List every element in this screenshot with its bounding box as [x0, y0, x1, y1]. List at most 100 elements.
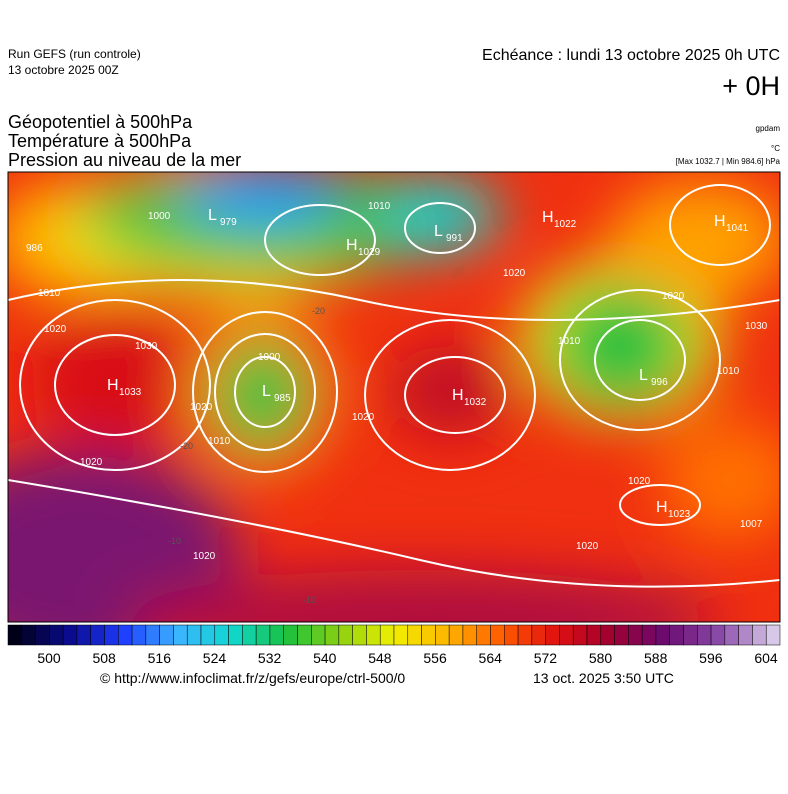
isobar-label: 1010	[717, 366, 740, 377]
isobar-label: 1020	[80, 457, 103, 468]
center-value: 991	[446, 233, 463, 244]
colorbar-swatch	[76, 624, 91, 646]
unit: gpdam	[756, 124, 781, 133]
center-letter: H	[542, 209, 554, 226]
isobar-label: 1020	[576, 541, 599, 552]
map-frame	[7, 171, 781, 623]
temperature-label: -20	[312, 306, 325, 316]
colorbar-swatch	[697, 624, 712, 646]
colorbar-swatch	[407, 624, 422, 646]
colorbar-swatch	[683, 624, 698, 646]
colorbar-swatch	[118, 624, 133, 646]
run-name: Run GEFS (run controle)	[8, 47, 141, 61]
isobar-label: 1030	[745, 321, 768, 332]
center-letter: H	[714, 213, 726, 230]
isobar-label: 1020	[193, 551, 216, 562]
temperature-field	[8, 172, 780, 622]
colorbar-tick-label: 500	[37, 650, 61, 666]
colorbar-tick-label: 572	[534, 650, 558, 666]
isobar-label: 986	[26, 243, 43, 254]
colorbar-tick-label: 540	[313, 650, 337, 666]
colorbar-swatch	[366, 624, 381, 646]
unit: °C	[771, 144, 780, 153]
colorbar-swatch	[393, 624, 409, 646]
isobar-label: 1030	[135, 341, 158, 352]
colorbar-swatch	[35, 624, 50, 646]
center-value: 996	[651, 377, 668, 388]
center-value: 1029	[358, 247, 381, 258]
colorbar-swatch	[228, 624, 243, 646]
colorbar-swatch	[614, 624, 629, 646]
isobar-label: 1020	[44, 324, 67, 335]
colorbar-swatch	[669, 624, 684, 646]
colorbar-swatch	[269, 624, 284, 646]
center-letter: L	[639, 367, 648, 384]
colorbar-tick-label: 508	[92, 650, 116, 666]
isobars	[8, 184, 780, 588]
isobar-label: 1007	[740, 519, 763, 530]
colorbar-swatch	[145, 624, 160, 646]
colorbar-swatch	[186, 624, 202, 646]
center-value: 1041	[726, 223, 749, 234]
temperature-label: -10	[303, 595, 316, 605]
colorbar: 500 508 516 524 532 540 548 556 564 572 580 588 596 6…	[7, 624, 781, 666]
colorbar-tick-label: 556	[423, 650, 447, 666]
colorbar-swatch	[131, 624, 147, 646]
colorbar-swatch	[710, 624, 726, 646]
colorbar-swatch	[338, 624, 353, 646]
isobar-label: 1000	[258, 352, 281, 363]
colorbar-swatch	[255, 624, 271, 646]
colorbar-swatch	[765, 624, 781, 646]
center-letter: L	[262, 383, 271, 400]
colorbar-swatch	[324, 624, 340, 646]
colorbar-tick-label: 596	[699, 650, 723, 666]
colorbar-swatch	[517, 624, 533, 646]
colorbar-tick-label: 580	[589, 650, 613, 666]
center-value: 1023	[668, 509, 691, 520]
echeance: Echéance : lundi 13 octobre 2025 0h UTC	[482, 47, 780, 64]
center-letter: H	[452, 387, 464, 404]
colorbar-swatch	[435, 624, 450, 646]
isobar-label: 1010	[38, 288, 61, 299]
center-value: 985	[274, 393, 291, 404]
center-letter: L	[434, 223, 443, 240]
colorbar-swatch	[490, 624, 505, 646]
colorbar-swatch	[49, 624, 64, 646]
colorbar-swatch	[641, 624, 657, 646]
field: Température à 500hPa	[8, 131, 192, 151]
isobar-label: 1010	[558, 336, 581, 347]
temperature-label: -10	[168, 536, 181, 546]
colorbar-swatch	[352, 624, 367, 646]
isobar-label: 1020	[352, 412, 375, 423]
colorbar-tick-label: 548	[368, 650, 392, 666]
colorbar-swatch	[476, 624, 491, 646]
center-letter: H	[107, 377, 119, 394]
run-date: 13 octobre 2025 00Z	[8, 63, 119, 77]
colorbar-swatch	[159, 624, 174, 646]
unit: [Max 1032.7 | Min 984.6] hPa	[676, 157, 781, 166]
colorbar-swatch	[531, 624, 546, 646]
isobar-label: 1020	[190, 402, 213, 413]
offset: + 0H	[722, 71, 780, 101]
center-letter: L	[208, 207, 217, 224]
colorbar-swatch	[448, 624, 464, 646]
colorbar-swatch	[559, 624, 574, 646]
colorbar-swatch	[21, 624, 36, 646]
footer-time: 13 oct. 2025 3:50 UTC	[533, 670, 674, 686]
colorbar-swatch	[738, 624, 753, 646]
colorbar-swatch	[462, 624, 477, 646]
colorbar-swatch	[242, 624, 257, 646]
colorbar-swatch	[586, 624, 602, 646]
colorbar-swatch	[600, 624, 615, 646]
colorbar-swatch	[90, 624, 105, 646]
center-letter: H	[346, 237, 358, 254]
colorbar-swatch	[752, 624, 767, 646]
isobar-label: 1020	[628, 476, 651, 487]
center-value: 979	[220, 217, 237, 228]
center-value: 1032	[464, 397, 487, 408]
colorbar-swatch	[504, 624, 519, 646]
colorbar-tick-label: 588	[644, 650, 668, 666]
center-letter: H	[656, 499, 668, 516]
colorbar-swatch	[283, 624, 298, 646]
